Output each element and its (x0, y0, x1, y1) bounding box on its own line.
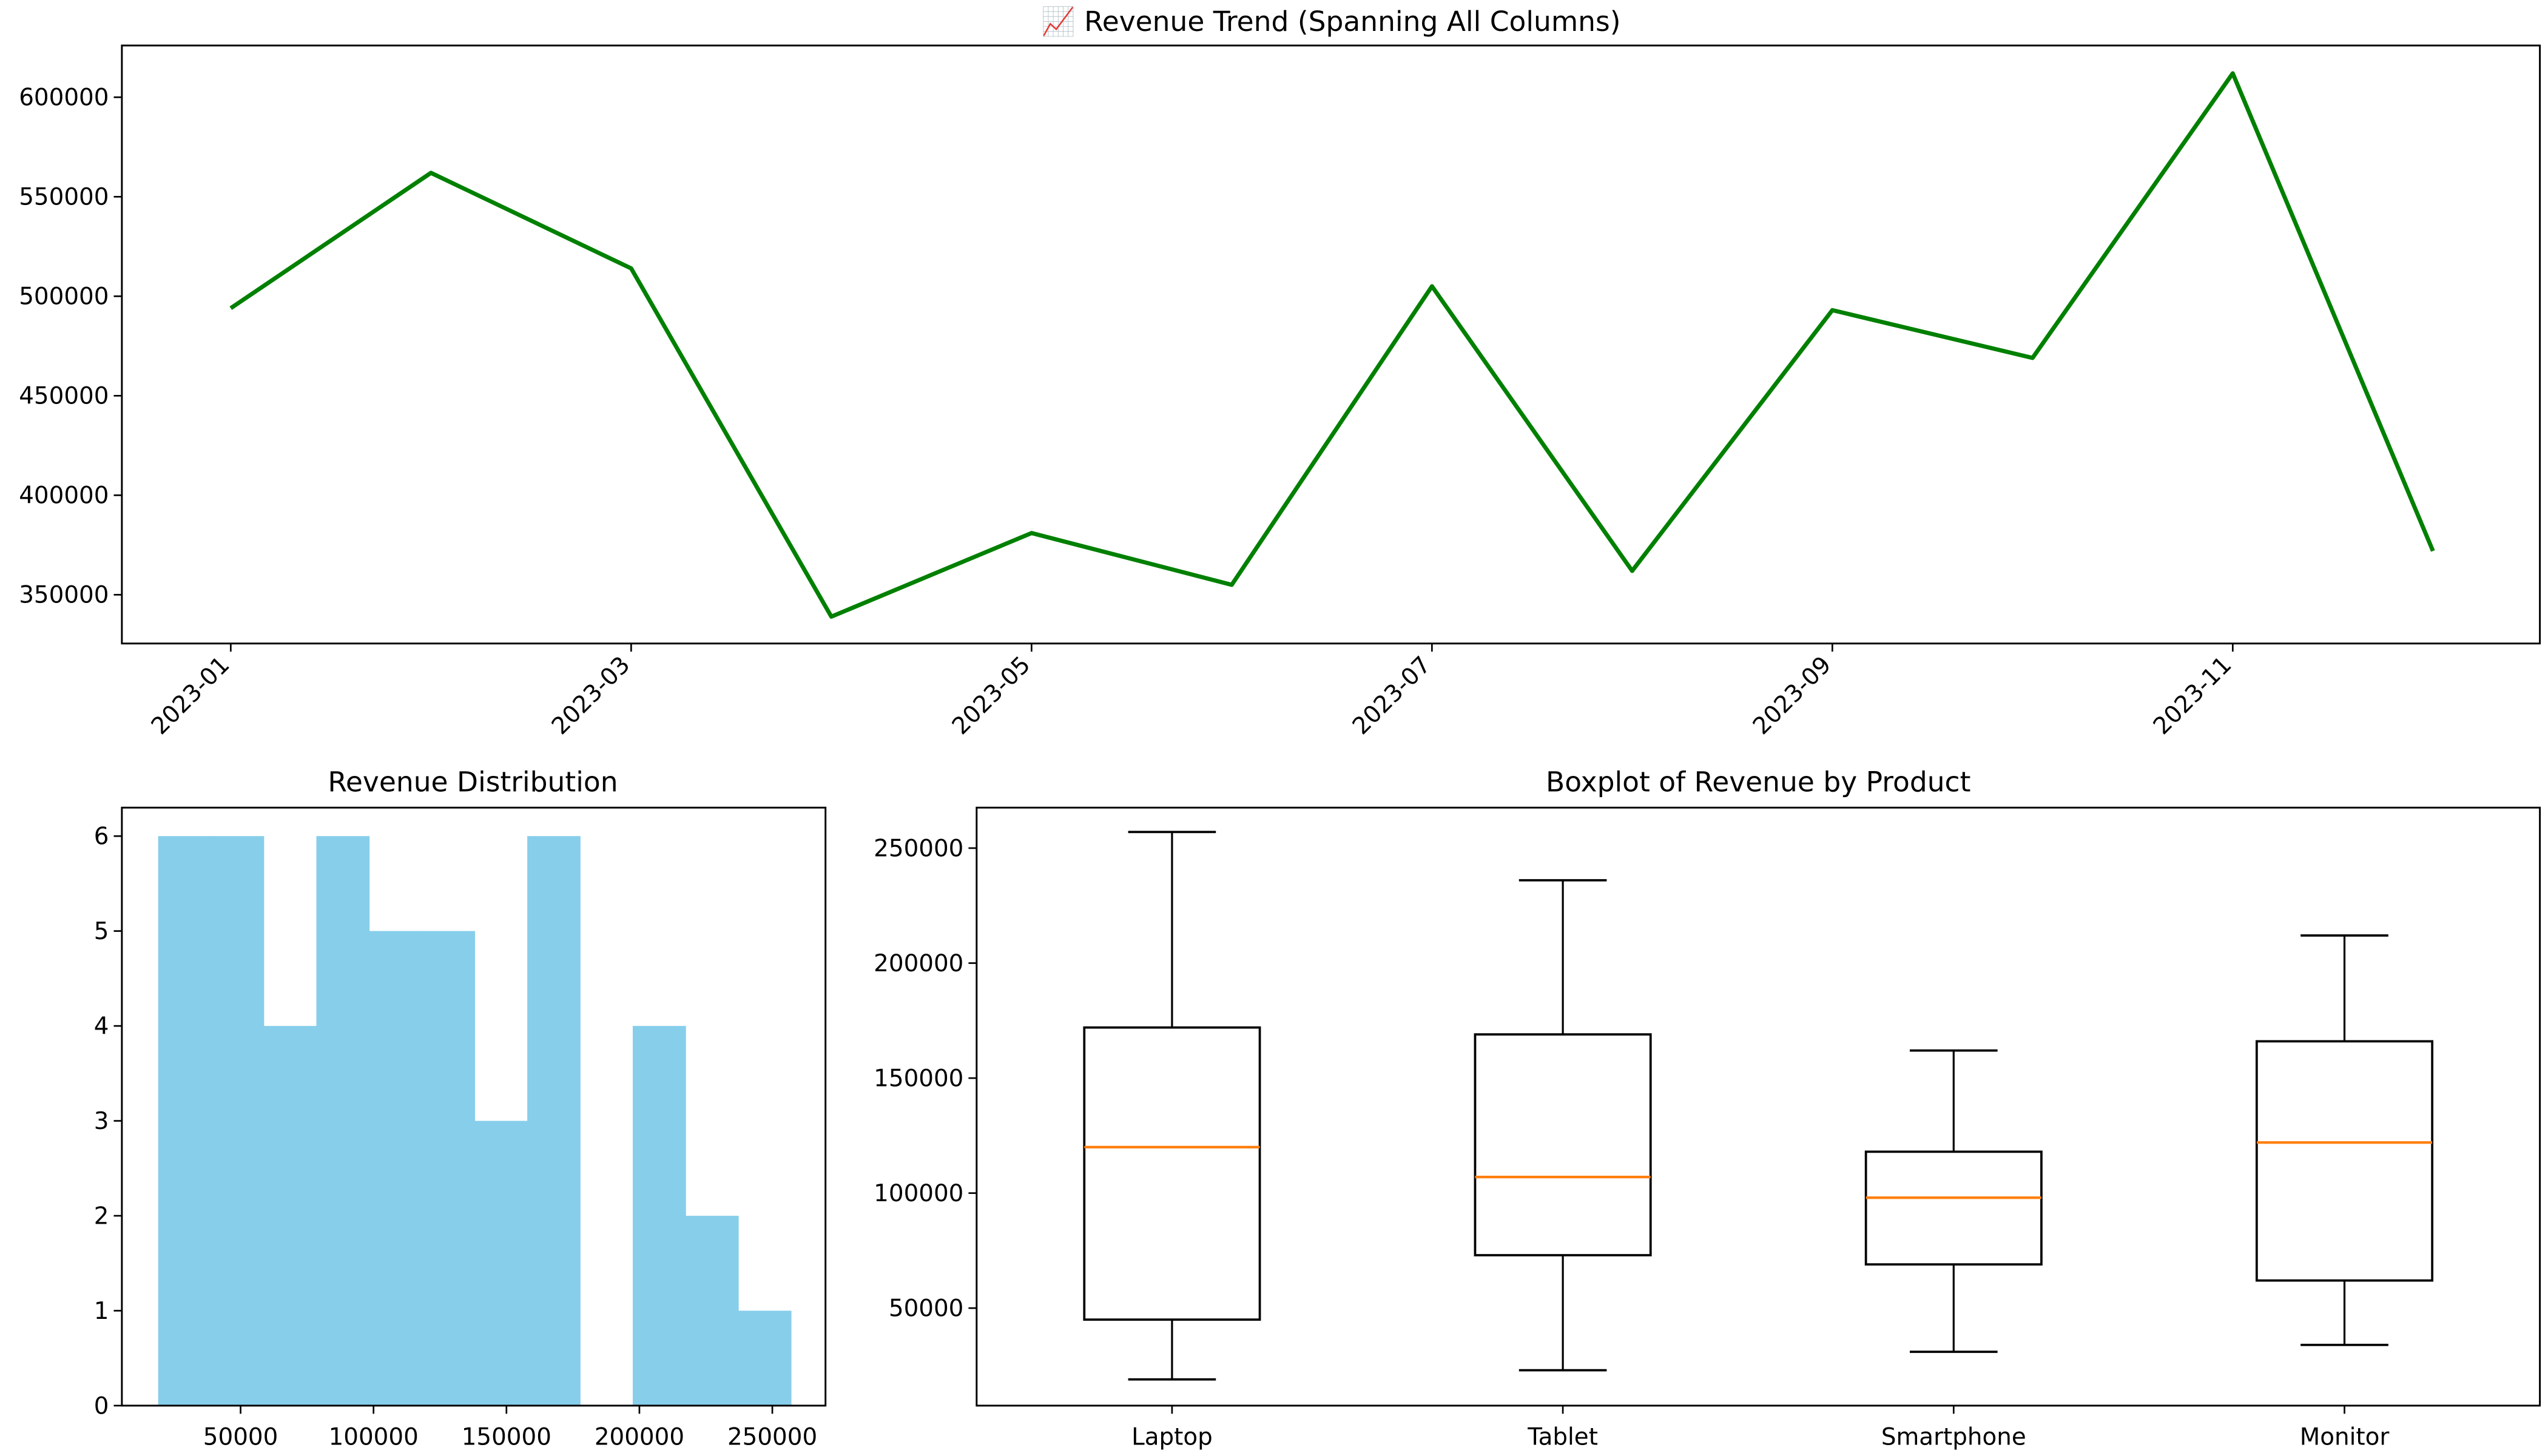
iqr-box (2255, 1040, 2434, 1282)
y-tick-label: 450000 (19, 383, 109, 410)
histogram-bar (263, 1026, 317, 1406)
x-tick-label: Monitor (2300, 1423, 2390, 1451)
y-tick-label: 500000 (19, 283, 109, 311)
x-tick-label: 100000 (329, 1423, 419, 1451)
data-point (1832, 310, 1833, 311)
box-laptop (1083, 831, 1261, 1381)
y-tick-label: 4 (94, 1013, 109, 1040)
histogram-chart: 0 1 2 3 4 5 6 50000 100000 150000 200000 250000 (94, 806, 827, 1451)
box-smartphone (1864, 1049, 2043, 1353)
y-tick-label: 250000 (874, 835, 963, 862)
y-tick-label: 550000 (19, 184, 109, 211)
y-tick-label: 600000 (19, 84, 109, 112)
iqr-box (1474, 1033, 1652, 1256)
y-tick-label: 100000 (874, 1180, 963, 1207)
line-chart-title: 📈 Revenue Trend (Spanning All Columns) (1041, 5, 1621, 38)
x-tick-label: 250000 (727, 1423, 817, 1451)
boxplot-title: Boxplot of Revenue by Product (1546, 766, 1970, 798)
histogram-bar (527, 836, 581, 1406)
iqr-box (1083, 1026, 1261, 1321)
data-point (631, 268, 632, 269)
histogram-bar (369, 931, 423, 1406)
x-tick-label: 2023-07 (1347, 651, 1437, 740)
x-tick-label: 2023-03 (547, 651, 636, 740)
histogram-bar (474, 1121, 528, 1406)
axes-frame (121, 806, 827, 1407)
axes-frame (976, 806, 2541, 1407)
x-tick-label: 2023-01 (146, 651, 235, 740)
histogram-bar (316, 836, 370, 1406)
y-tick-label: 350000 (19, 582, 109, 609)
x-tick-label: 150000 (462, 1423, 551, 1451)
histogram-bar (632, 1026, 686, 1406)
histogram-bar (158, 836, 212, 1406)
y-tick-label: 400000 (19, 482, 109, 510)
x-tick-label: 200000 (595, 1423, 684, 1451)
y-tick-label: 1 (94, 1298, 109, 1325)
x-tick-label: Laptop (1131, 1423, 1213, 1451)
y-tick-label: 3 (94, 1108, 109, 1135)
data-point (2032, 357, 2033, 359)
x-tick-label: Smartphone (1881, 1423, 2026, 1451)
y-tick-label: 0 (94, 1392, 109, 1420)
x-tick-label: 50000 (203, 1423, 278, 1451)
iqr-box (1864, 1150, 2043, 1266)
revenue-line (229, 71, 2435, 619)
y-tick-label: 200000 (874, 950, 963, 977)
data-point (831, 616, 832, 617)
histogram-bar (422, 931, 476, 1406)
y-tick-label: 5 (94, 918, 109, 945)
histogram-title: Revenue Distribution (328, 766, 618, 798)
histogram-bar (211, 836, 265, 1406)
box-monitor (2255, 934, 2434, 1346)
y-tick-label: 2 (94, 1202, 109, 1230)
x-tick-label: 2023-11 (2148, 651, 2237, 740)
box-tablet (1474, 879, 1652, 1372)
histogram-bar (685, 1216, 739, 1406)
y-tick-label: 6 (94, 823, 109, 851)
histogram-bar (738, 1310, 792, 1406)
y-tick-label: 150000 (874, 1065, 963, 1092)
x-tick-label: 2023-09 (1748, 651, 1837, 740)
y-tick-label: 50000 (889, 1295, 964, 1323)
line-chart: 350000 400000 450000 500000 550000 600000 2023… (19, 44, 2541, 740)
boxplot-chart: 50000 100000 150000 200000 250000 Laptop Table… (874, 806, 2541, 1451)
x-tick-label: 2023-05 (947, 651, 1036, 740)
x-tick-label: Tablet (1527, 1423, 1598, 1451)
axes-frame (121, 44, 2541, 645)
